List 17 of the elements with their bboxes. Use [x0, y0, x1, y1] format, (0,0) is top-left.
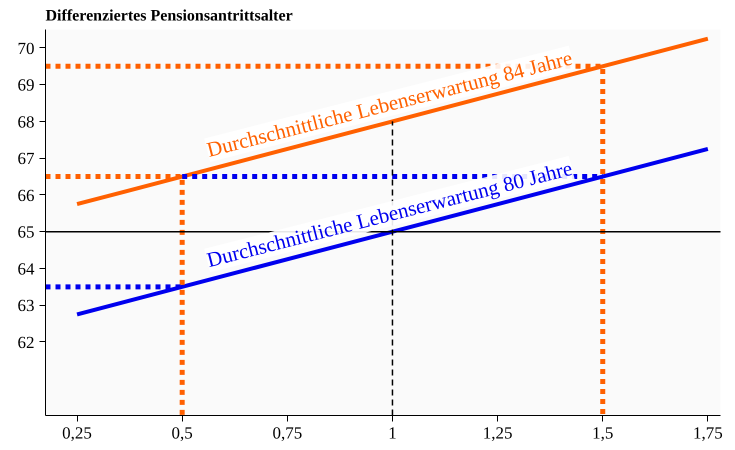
y-tick-label: 67	[18, 149, 35, 168]
y-tick-label: 66	[18, 186, 34, 205]
x-tick-label: 0,75	[272, 424, 302, 442]
chart-title: Differenziertes Pensionsantrittsalter	[46, 8, 293, 24]
x-tick-label: 1,75	[693, 424, 723, 442]
x-tick-label: 0,5	[172, 424, 193, 442]
y-tick-label: 65	[18, 222, 34, 242]
y-tick-label: 70	[18, 38, 34, 58]
y-tick-label: 63	[18, 296, 34, 316]
y-tick-label: 69	[18, 76, 34, 95]
y-tick-label: 64	[18, 259, 35, 278]
x-tick-label: 0,25	[62, 424, 92, 442]
x-tick-label: 1,5	[592, 424, 614, 442]
x-tick-label: 1,25	[482, 424, 512, 442]
y-tick-label: 62	[18, 332, 34, 352]
x-tick-label: 1	[388, 424, 397, 442]
y-tick-label: 68	[18, 112, 34, 132]
